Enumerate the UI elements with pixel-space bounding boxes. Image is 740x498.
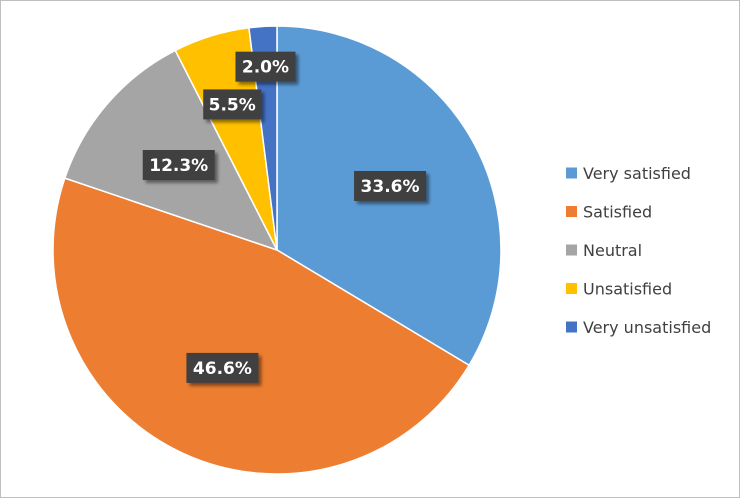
- legend-label: Very unsatisfied: [583, 318, 711, 337]
- legend-swatch: [566, 283, 577, 294]
- legend-swatch: [566, 206, 577, 217]
- legend-swatch: [566, 167, 577, 179]
- data-label-text: 2.0%: [242, 58, 289, 78]
- data-label-very-satisfied: 33.6%: [354, 170, 427, 201]
- data-label-unsatisfied: 5.5%: [203, 89, 262, 120]
- legend-label: Satisfied: [583, 203, 652, 222]
- data-label-box: [203, 89, 262, 120]
- data-label-box: [142, 150, 215, 181]
- legend-swatch: [566, 321, 577, 333]
- legend-label: Unsatisfied: [583, 280, 672, 299]
- data-label-neutral: 12.3%: [142, 150, 215, 181]
- data-label-box: [354, 170, 427, 201]
- data-label-satisfied: 46.6%: [186, 352, 259, 383]
- pie-slices: [52, 25, 502, 475]
- legend: Very satisfied Satisfied Neutral Unsatisfie…: [566, 164, 711, 337]
- data-label-text: 5.5%: [209, 95, 256, 115]
- legend-label: Neutral: [583, 241, 642, 260]
- data-label-very-unsatisfied: 2.0%: [235, 51, 296, 82]
- data-labels: 33.6% 46.6% 12.3% 5.5% 2.0%: [142, 51, 427, 383]
- legend-swatch: [566, 244, 577, 256]
- slice-satisfied: [52, 177, 471, 475]
- data-label-box: [186, 352, 259, 383]
- legend-item-unsatisfied: Unsatisfied: [566, 280, 672, 299]
- legend-item-satisfied: Satisfied: [566, 203, 652, 222]
- data-label-text: 46.6%: [193, 359, 252, 379]
- data-label-text: 33.6%: [361, 177, 420, 197]
- data-label-text: 12.3%: [149, 156, 208, 176]
- slice-very-unsatisfied: [248, 25, 278, 251]
- legend-item-very-satisfied: Very satisfied: [566, 164, 691, 183]
- legend-label: Very satisfied: [583, 164, 691, 183]
- legend-item-neutral: Neutral: [566, 241, 642, 260]
- data-label-box: [235, 51, 296, 82]
- legend-item-very-unsatisfied: Very unsatisfied: [566, 318, 711, 337]
